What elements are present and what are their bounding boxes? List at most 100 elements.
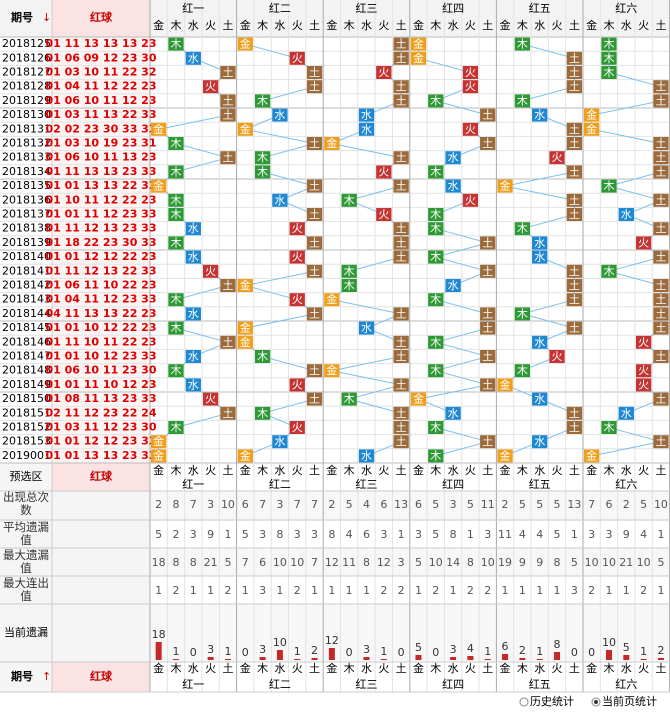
element-label: 土 [396,662,407,675]
issue: 2018134 [2,165,51,178]
hit-label: 水 [188,251,199,264]
stat-value: 1 [450,584,457,597]
issue: 2018136 [2,193,51,206]
stat-value: 2 [623,498,630,511]
hit-label: 土 [396,378,407,391]
current-value: 8 [554,638,561,651]
hit-cell [653,350,669,363]
hit-cell [601,66,617,79]
element-label: 金 [153,18,164,32]
trend-line [245,313,315,329]
hit-cell [549,350,565,363]
hit-label: 木 [170,364,181,377]
stat-value: 7 [294,498,301,511]
hit-label: 水 [621,407,632,420]
stat-value: 1 [242,584,249,597]
hit-cell [168,293,184,307]
stat-value: 5 [640,498,647,511]
hit-cell [532,435,548,449]
stat-value: 11 [342,556,356,569]
hit-cell [306,364,323,378]
stat-value: 2 [640,584,647,597]
hit-label: 火 [292,52,303,65]
element-label: 木 [344,19,355,32]
hit-label: 土 [655,151,666,164]
hit-label: 水 [361,449,372,462]
stat-value: 3 [484,528,491,541]
stat-value: 5 [346,498,353,511]
hit-cell [462,193,479,207]
hit-cell [566,137,582,150]
radio-label[interactable]: 当前页统计 [602,694,657,708]
hit-label: 土 [482,350,493,363]
hit-label: 土 [569,52,580,65]
element-label: 木 [430,464,441,477]
hit-cell [635,364,652,378]
stat-value: 1 [207,584,214,597]
hit-label: 土 [222,279,233,292]
group-label: 红五 [529,478,551,491]
hit-cell [653,80,669,94]
hit-cell [151,449,167,463]
stat-value: 5 [467,498,474,511]
radio-label[interactable]: 历史统计 [530,695,574,708]
current-value: 1 [172,645,179,658]
trend-line [608,427,662,443]
hit-label: 火 [465,123,476,136]
element-label: 水 [188,464,199,477]
current-value: 1 [380,645,387,658]
hit-cell [341,279,357,292]
stat-value: 2 [224,584,231,597]
hit-label: 水 [448,407,459,420]
radio[interactable] [519,697,529,707]
hit-label: 火 [292,421,303,434]
group-label: 红一 [182,478,204,491]
hit-label: 金 [413,51,424,65]
hit-label: 木 [430,364,441,377]
hit-label: 水 [188,222,199,235]
stat-value: 6 [242,498,249,511]
hit-label: 土 [309,80,320,93]
stat-value: 9 [623,528,630,541]
group-label: 红六 [615,478,637,491]
hit-cell [410,51,427,65]
hit-label: 水 [274,194,285,207]
sort-arrow[interactable]: ↓ [42,11,51,24]
hit-cell [341,264,357,278]
trend-line [522,86,575,102]
trend-line [175,285,229,301]
trend-line [262,143,315,159]
hit-label: 水 [188,350,199,363]
hit-label: 土 [655,251,666,264]
hit-cell [254,406,271,420]
hit-cell [393,179,409,193]
issue: 2018145 [2,321,51,334]
hit-label: 水 [534,251,545,264]
issue: 2018138 [2,222,51,235]
hit-label: 土 [655,194,666,207]
sort-arrow[interactable]: ↑ [42,670,51,683]
element-label: 火 [638,464,649,477]
element-label: 水 [448,19,459,32]
trend-line [591,128,662,144]
stat-value: 13 [394,498,408,511]
trend-line [262,356,315,372]
trend-line [522,43,575,59]
stat-value: 3 [588,528,595,541]
issue-footer: 期号 [11,669,33,683]
hit-cell [566,66,582,79]
stat-value: 1 [190,584,197,597]
hit-label: 金 [586,122,597,136]
hit-label: 木 [257,350,268,363]
red-balls: 01 08 11 13 23 33 [46,392,157,405]
current-bar [328,648,335,660]
issue: 2018143 [2,293,51,306]
hit-cell [393,250,409,264]
issue: 2018140 [2,250,51,263]
stat-value: 1 [276,584,283,597]
element-label: 火 [552,19,563,32]
stat-value: 1 [328,584,335,597]
hit-label: 木 [170,38,181,51]
hit-cell [185,250,201,264]
element-label: 木 [603,662,614,675]
